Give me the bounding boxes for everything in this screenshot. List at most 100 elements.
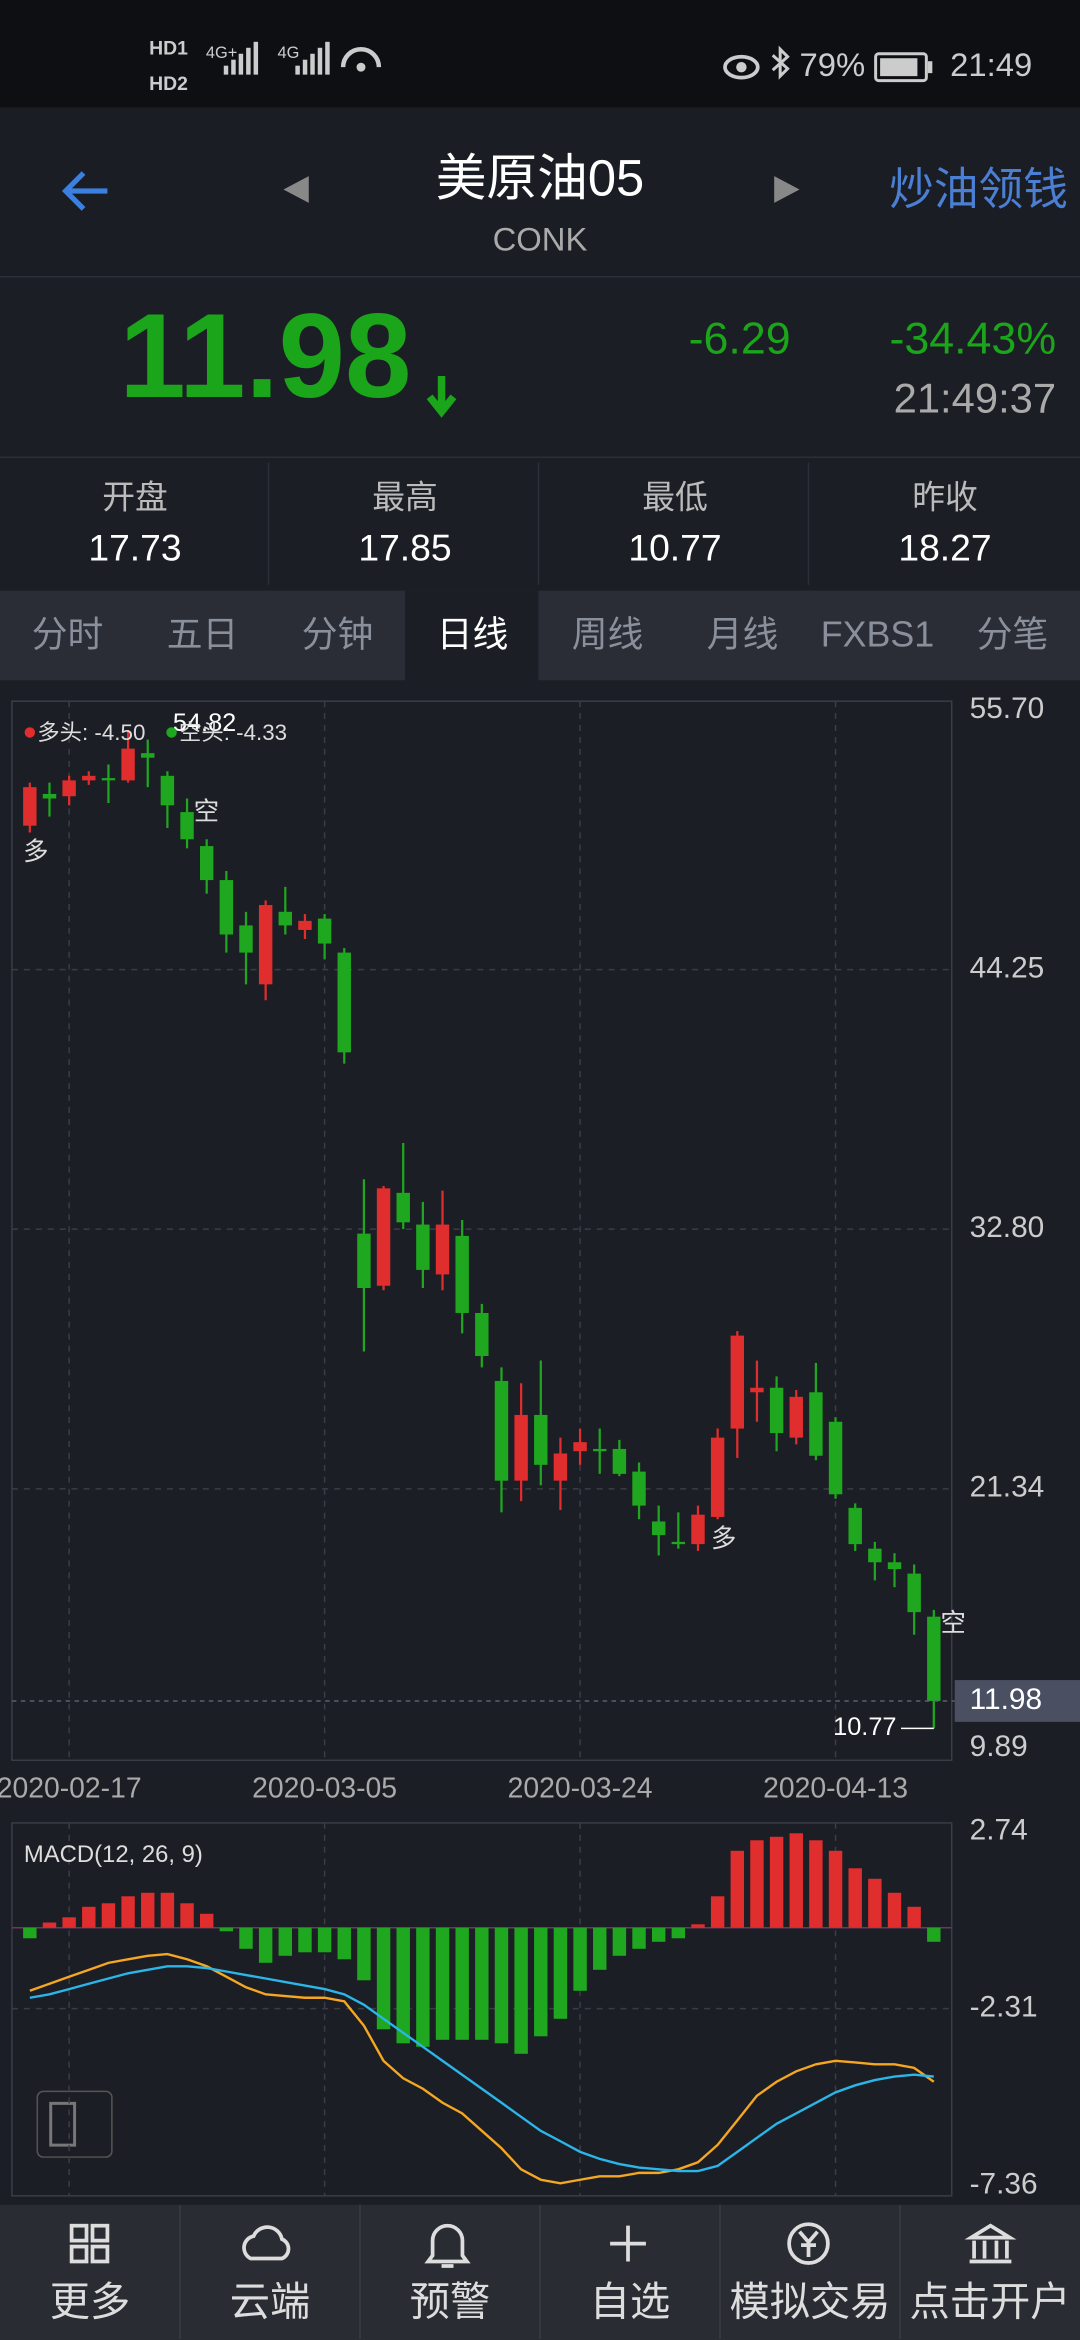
candle-body — [62, 780, 76, 797]
candle-body — [671, 1541, 686, 1545]
candle-body — [710, 1437, 725, 1517]
max-label: 54.82 — [173, 709, 236, 737]
nav-label[interactable]: 更多 — [50, 2279, 131, 2324]
signal-label: 空 — [941, 1609, 966, 1637]
sim-label: HD1 — [149, 37, 188, 59]
tab-label: 日线 — [437, 614, 509, 654]
candle-body — [691, 1514, 705, 1545]
y-tick-label: 2.74 — [970, 1814, 1028, 1847]
macd-bar — [671, 1927, 686, 1939]
macd-bar — [730, 1850, 745, 1928]
fullscreen-button[interactable] — [36, 2090, 113, 2158]
macd-bar — [573, 1927, 587, 1991]
candle-body — [553, 1453, 568, 1481]
macd-bar — [23, 1927, 37, 1939]
candle-body — [219, 880, 234, 935]
nav-label[interactable]: 点击开户 — [909, 2279, 1070, 2324]
macd-bar — [199, 1913, 214, 1928]
macd-bar — [927, 1927, 941, 1942]
tab[interactable] — [945, 590, 1079, 681]
last-price-tag — [954, 1680, 1080, 1722]
candle-body — [278, 911, 293, 926]
macd-bar — [907, 1906, 921, 1928]
signal-label: 多 — [711, 1525, 736, 1553]
stat-label: 最高 — [372, 478, 438, 515]
title: 美原油05 — [436, 149, 645, 206]
candle-body — [573, 1442, 587, 1452]
y-tick-label: 44.25 — [970, 951, 1045, 984]
macd-bar — [887, 1892, 902, 1928]
x-tick-label: 2020-02-17 — [0, 1773, 142, 1805]
macd-bar — [809, 1840, 823, 1928]
indicator-title: MACD(12, 26, 9) — [24, 1841, 203, 1868]
nav-label[interactable]: 模拟交易 — [729, 2279, 890, 2324]
macd-bar — [534, 1927, 548, 2037]
stats-dividers — [267, 462, 810, 585]
y-tick-label: 21.34 — [970, 1471, 1045, 1504]
candle-body — [435, 1224, 450, 1275]
tab-label: 分钟 — [302, 614, 374, 654]
tab[interactable] — [0, 590, 134, 681]
macd-bar — [121, 1896, 135, 1928]
candle-body — [160, 775, 175, 806]
back-button[interactable] — [61, 171, 108, 211]
candle-body — [632, 1471, 646, 1506]
last-price-tag-label: 11.98 — [970, 1683, 1042, 1716]
macd-bar — [455, 1927, 469, 2040]
candle-body — [730, 1335, 745, 1429]
macd-bar — [42, 1922, 57, 1928]
candle-body — [769, 1387, 784, 1434]
candle-body — [907, 1573, 921, 1613]
sim-label: HD2 — [149, 73, 188, 95]
signal-label: 多 — [23, 838, 48, 866]
tab-label: 五日 — [167, 614, 239, 654]
candle-body — [42, 793, 57, 799]
tab-active[interactable] — [405, 590, 539, 681]
y-tick-label: 9.89 — [970, 1730, 1028, 1763]
down-arrow — [426, 375, 457, 418]
tab[interactable] — [135, 590, 269, 681]
stats-panel — [0, 458, 1080, 591]
macd-bar — [160, 1892, 175, 1928]
candle-body — [750, 1387, 764, 1393]
macd-bar — [180, 1903, 194, 1928]
candle-body — [534, 1414, 548, 1465]
tab[interactable] — [810, 590, 944, 681]
tab[interactable] — [540, 590, 674, 681]
macd-bar — [101, 1903, 116, 1928]
stat-value: 10.77 — [628, 526, 721, 568]
macd-bar — [62, 1917, 76, 1928]
candle-body — [887, 1562, 902, 1570]
candle-body — [651, 1521, 666, 1536]
tab[interactable] — [675, 590, 809, 681]
macd-bar — [416, 1927, 430, 2047]
macd-line — [29, 1952, 935, 2185]
action-link[interactable]: 炒油领钱 — [889, 164, 1068, 214]
macd-bar — [376, 1927, 391, 2030]
candle-body — [593, 1448, 607, 1452]
candle-body — [789, 1396, 803, 1438]
candle-body — [357, 1233, 371, 1289]
macd-bar — [337, 1927, 351, 1960]
prev-button[interactable] — [283, 176, 309, 203]
quote-panel — [0, 277, 1080, 457]
candle-body — [848, 1507, 862, 1545]
candle-body — [868, 1548, 882, 1563]
macd-bar — [612, 1927, 627, 1956]
nav-label[interactable]: 云端 — [230, 2279, 311, 2324]
y-tick-label: 32.80 — [970, 1211, 1045, 1244]
nav-label[interactable]: 预警 — [410, 2279, 491, 2324]
candle-body — [612, 1448, 627, 1474]
macd-bar — [848, 1868, 862, 1928]
price-change: -6.29 — [689, 313, 791, 363]
candle-body — [121, 748, 135, 781]
candle-body — [475, 1312, 489, 1357]
next-button[interactable] — [774, 176, 800, 203]
nav-label[interactable]: 自选 — [590, 2279, 671, 2324]
candle-body — [23, 787, 37, 826]
stat-label: 最低 — [642, 478, 708, 515]
macd-bar — [239, 1927, 253, 1949]
macd-bar — [141, 1892, 155, 1928]
price-plot-frame — [11, 700, 953, 1762]
tab[interactable] — [270, 590, 404, 681]
